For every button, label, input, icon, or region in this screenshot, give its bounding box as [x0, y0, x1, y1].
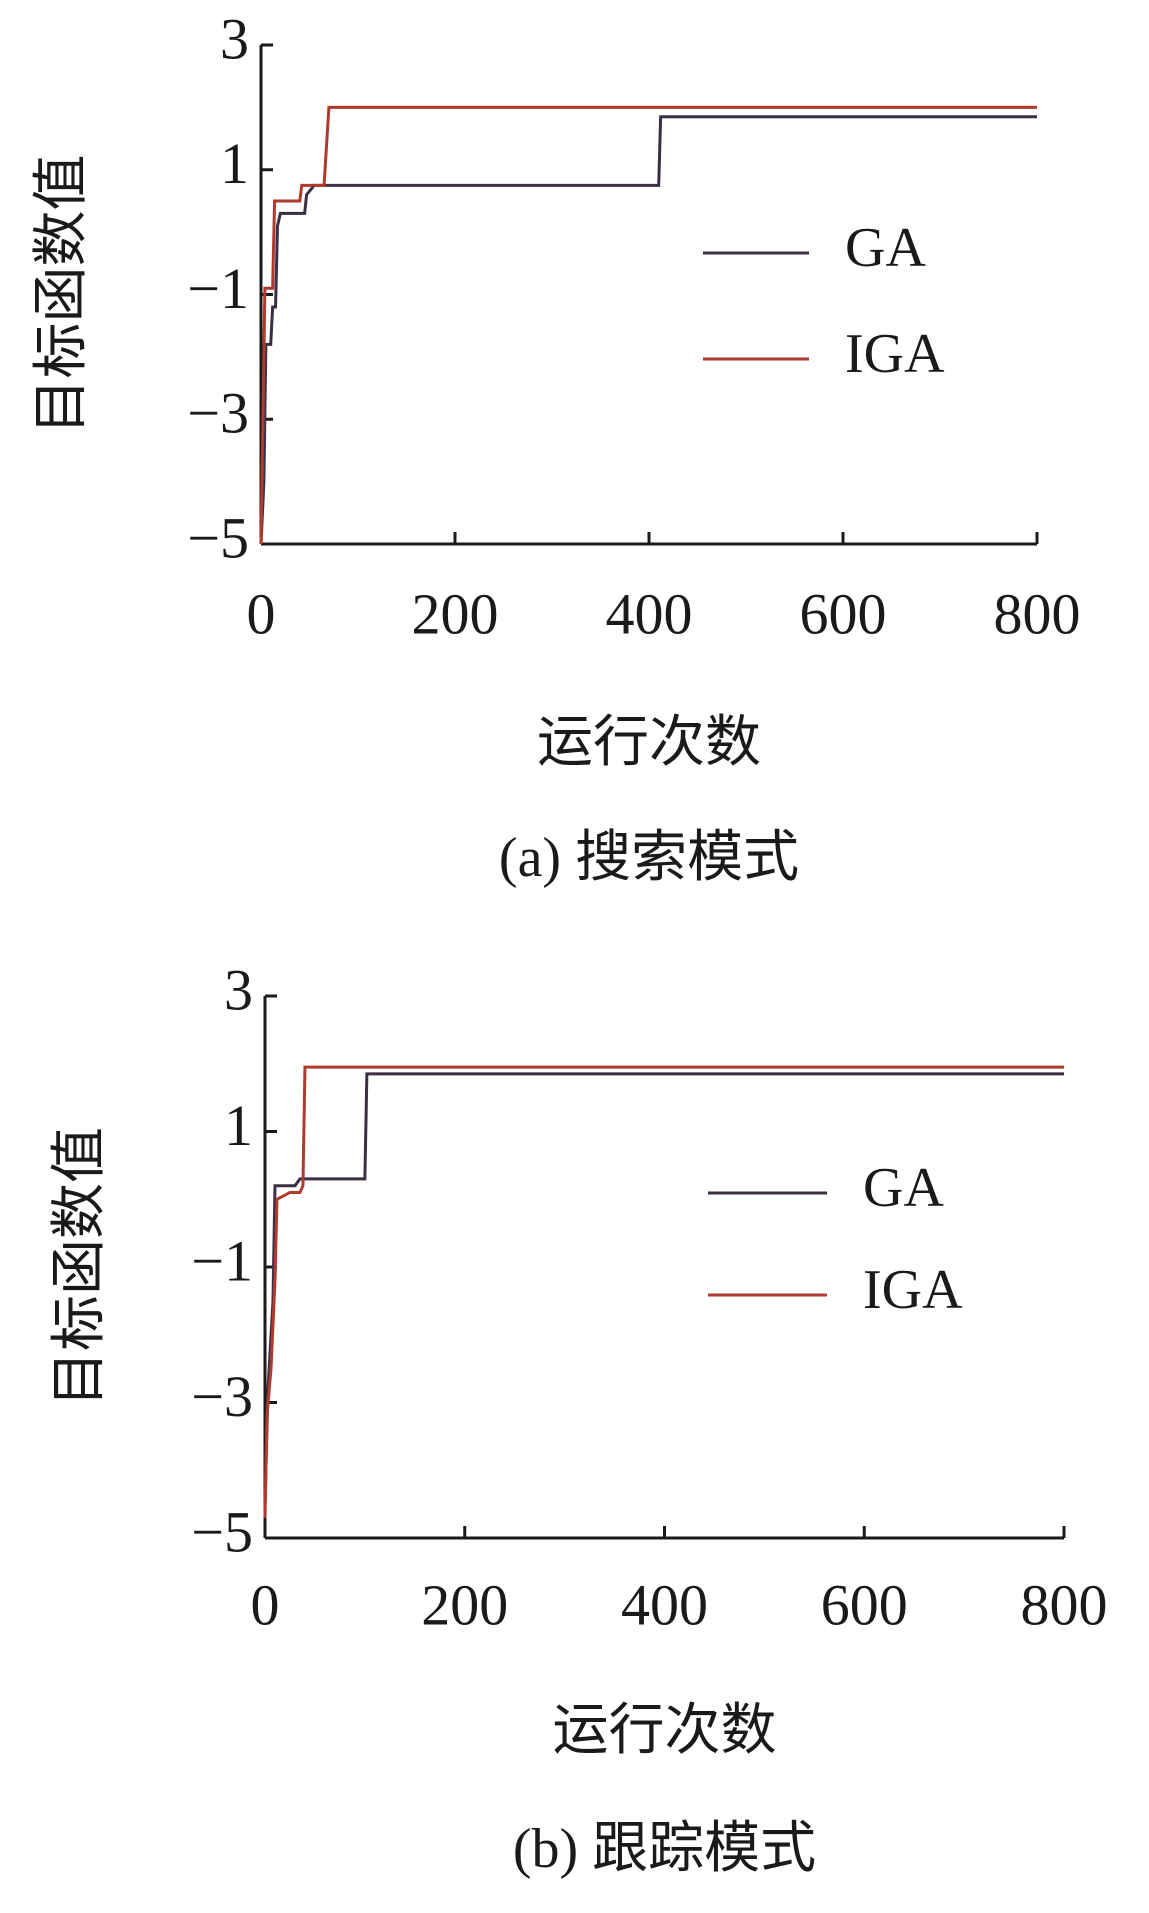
series-line: [259, 105, 1037, 545]
legend-label: GA: [845, 217, 926, 279]
y-tick-label: −3: [187, 381, 249, 446]
y-axis-label: 目标函数值: [31, 155, 93, 435]
y-tick-label: 1: [220, 131, 249, 196]
legend-label: GA: [863, 1157, 944, 1219]
x-tick-label: 800: [1021, 1572, 1108, 1637]
series-line: [263, 1065, 1064, 1518]
caption: (b) 跟踪模式: [513, 1818, 816, 1880]
caption: (a) 搜索模式: [499, 827, 799, 889]
x-tick-label: 0: [251, 1572, 280, 1637]
y-axis-label: 目标函数值: [49, 1127, 111, 1407]
y-tick-label: −5: [191, 1499, 253, 1564]
y-tick-label: −1: [191, 1228, 253, 1293]
x-tick-label: 200: [412, 581, 499, 646]
y-tick-label: 1: [224, 1093, 253, 1158]
series-line: [259, 115, 1037, 545]
y-tick-label: −1: [187, 256, 249, 321]
x-tick-label: 0: [247, 581, 276, 646]
legend-label: IGA: [863, 1259, 963, 1321]
series-line: [263, 1072, 1064, 1505]
x-axis-label: 运行次数: [553, 1700, 777, 1762]
y-tick-label: 3: [224, 957, 253, 1022]
x-tick-label: 400: [621, 1572, 708, 1637]
x-tick-label: 600: [800, 581, 887, 646]
y-tick-label: −3: [191, 1364, 253, 1429]
x-tick-label: 400: [606, 581, 693, 646]
x-axis-label: 运行次数: [537, 712, 761, 774]
x-tick-label: 600: [821, 1572, 908, 1637]
x-tick-label: 200: [421, 1572, 508, 1637]
y-tick-label: 3: [220, 6, 249, 71]
legend-label: IGA: [845, 323, 945, 385]
x-tick-label: 800: [994, 581, 1081, 646]
y-tick-label: −5: [187, 505, 249, 570]
